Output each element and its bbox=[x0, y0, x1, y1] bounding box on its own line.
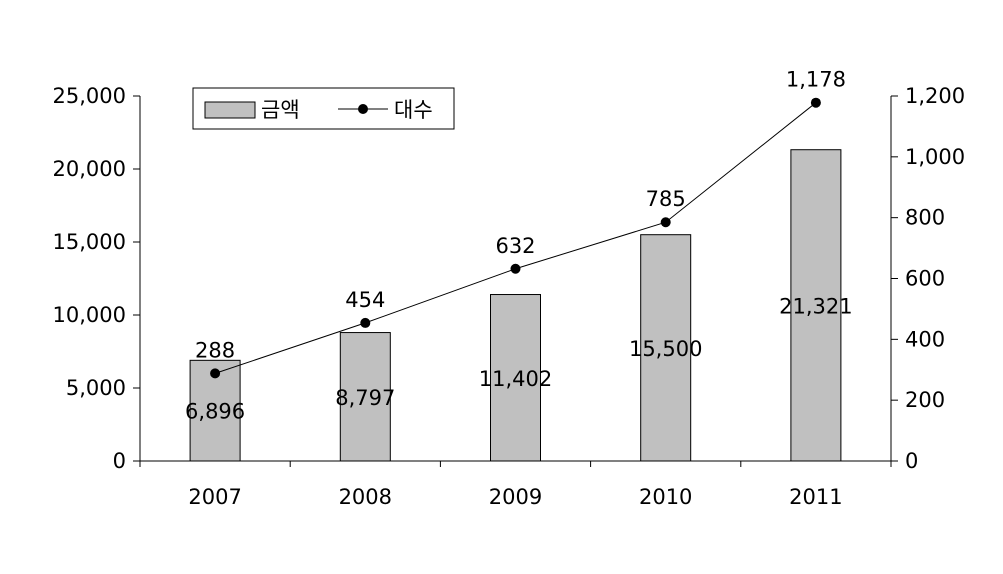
x-tick-label: 2010 bbox=[639, 485, 692, 509]
legend-bar-swatch bbox=[204, 101, 256, 119]
y-right-tick-label: 800 bbox=[905, 206, 945, 230]
y-right-tick-label: 600 bbox=[905, 267, 945, 291]
x-tick-label: 2009 bbox=[489, 485, 542, 509]
bar bbox=[339, 332, 391, 462]
line-point bbox=[660, 217, 671, 228]
y-left-tick-label: 5,000 bbox=[66, 376, 126, 400]
bar-value-label: 15,500 bbox=[629, 337, 702, 361]
x-tick-label: 2007 bbox=[188, 485, 241, 509]
axes: 0 5,000 10,000 15,000 20,000 25,000 0 200 400 600… bbox=[53, 84, 966, 509]
legend-label-bar: 금액 bbox=[261, 98, 300, 122]
y-right-tick-label: 200 bbox=[905, 388, 945, 412]
bar-value-label: 8,797 bbox=[335, 386, 395, 410]
bar-value-label: 11,402 bbox=[479, 367, 552, 391]
line-value-label: 454 bbox=[345, 288, 385, 312]
y-right-tick-label: 1,000 bbox=[905, 145, 965, 169]
line-point bbox=[210, 368, 221, 379]
legend: 금액 대수 bbox=[192, 87, 455, 130]
x-tick-label: 2008 bbox=[339, 485, 392, 509]
y-right-tick-label: 1,200 bbox=[905, 84, 965, 108]
legend-label-line: 대수 bbox=[394, 98, 433, 122]
legend-line-marker bbox=[358, 104, 368, 114]
y-left-tick-label: 20,000 bbox=[53, 157, 126, 181]
x-tick-label: 2011 bbox=[789, 485, 842, 509]
line-value-label: 785 bbox=[646, 187, 686, 211]
bar bbox=[490, 294, 541, 462]
y-right-tick-label: 0 bbox=[905, 449, 918, 473]
line-point bbox=[810, 97, 821, 108]
line-value-label: 288 bbox=[195, 338, 235, 362]
line-value-label: 1,178 bbox=[786, 68, 846, 92]
bar bbox=[790, 149, 842, 462]
line-series bbox=[210, 97, 821, 379]
y-left-tick-label: 25,000 bbox=[53, 84, 126, 108]
y-left-tick-label: 0 bbox=[113, 449, 126, 473]
bar-value-label: 21,321 bbox=[779, 294, 852, 318]
y-left-tick-label: 15,000 bbox=[53, 230, 126, 254]
y-right-tick-label: 400 bbox=[905, 327, 945, 351]
line-value-label: 632 bbox=[495, 234, 535, 258]
line-point bbox=[360, 317, 371, 328]
bars bbox=[189, 149, 842, 462]
y-left-tick-label: 10,000 bbox=[53, 303, 126, 327]
bar-value-label: 6,896 bbox=[185, 400, 245, 424]
line-point bbox=[510, 263, 521, 274]
data-labels: 6,896 8,797 11,402 15,500 21,321 288 454 632 785… bbox=[185, 68, 853, 424]
bar bbox=[640, 234, 692, 462]
